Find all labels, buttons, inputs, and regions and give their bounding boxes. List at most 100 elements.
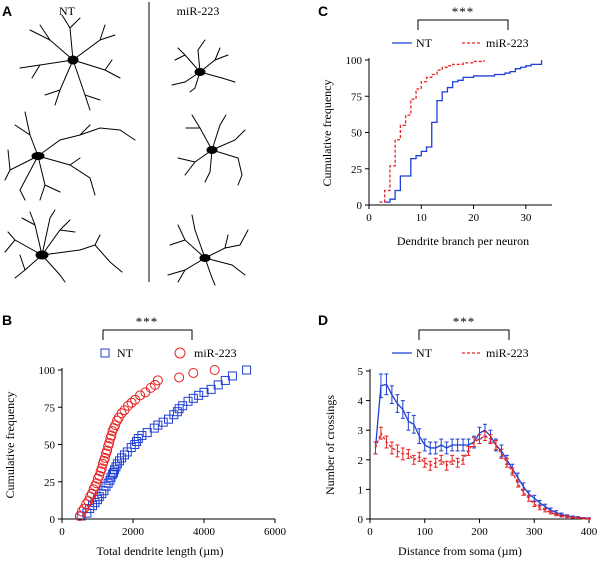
panel-d-xlabel: Distance from soma (µm) xyxy=(398,544,522,558)
panel-a-mir-header: miR-223 xyxy=(177,4,220,18)
panel-d-y-tick-label: 3 xyxy=(358,425,364,437)
panel-c-ylabel: Cumulative frequency xyxy=(320,80,334,187)
panel-c-y-tick-label: 75 xyxy=(351,91,363,103)
nt-neuron-1-icon xyxy=(19,14,121,111)
panel-b-mir-point xyxy=(104,438,115,449)
panel-d-ylabel: Number of crossings xyxy=(323,395,337,495)
panel-c-nt-line xyxy=(384,60,543,203)
panel-b-mir-point xyxy=(76,506,87,517)
panel-d-significance-bracket xyxy=(418,329,510,340)
panel-b-letter: B xyxy=(2,312,12,328)
panel-b-mir-point xyxy=(135,390,146,401)
panel-c-y-tick-label: 0 xyxy=(357,200,363,212)
panel-b-legend-nt: NT xyxy=(117,346,134,360)
panel-b-mir-point xyxy=(174,372,185,383)
panel-b-nt-point xyxy=(227,371,237,381)
panel-c-xlabel: Dendrite branch per neuron xyxy=(397,234,529,248)
panel-b-mir-point xyxy=(116,408,127,419)
panel-b-ylabel: Cumulative frequency xyxy=(3,392,17,499)
mir-neuron-1-icon xyxy=(171,39,236,93)
panel-b-mir-point xyxy=(209,365,220,375)
panel-b-mir-point xyxy=(123,400,134,411)
panel-b-y-tick-label: 0 xyxy=(50,514,56,526)
panel-c-y-tick-label: 50 xyxy=(351,128,363,140)
panel-b-x-tick-label: 0 xyxy=(59,526,65,538)
panel-b-mir-point xyxy=(96,463,107,474)
panel-c-plot: 0 10 20 30 0 25 50 75 100 xyxy=(346,55,552,224)
panel-b-y-tick-label: 25 xyxy=(44,477,56,489)
panel-c-y-tick-label: 100 xyxy=(346,55,363,67)
panel-d-mir-line xyxy=(374,431,590,520)
panel-d-y-tick-label: 4 xyxy=(358,396,364,408)
panel-a-letter: A xyxy=(2,3,12,19)
panel-d-plot: 0 100 200 300 400 0 1 2 3 4 5 xyxy=(358,366,598,538)
panel-b-nt-point xyxy=(153,420,163,430)
panel-b-mir-point xyxy=(94,470,105,481)
panel-b-nt-point xyxy=(137,431,147,441)
panel-c-x-tick-label: 10 xyxy=(416,212,428,224)
panel-b-mir-point xyxy=(126,397,137,408)
panel-b-nt-point xyxy=(117,453,127,463)
panel-b-nt-point xyxy=(194,390,204,400)
panel-a: A NT miR-223 xyxy=(2,2,249,286)
panel-b-nt-point xyxy=(242,365,252,375)
panel-b-nt-point xyxy=(132,437,142,447)
panel-b-significance-bracket xyxy=(102,329,193,340)
panel-d-x-tick-label: 400 xyxy=(581,526,598,538)
panel-c-x-tick-label: 20 xyxy=(468,212,480,224)
panel-d-x-tick-label: 0 xyxy=(367,526,373,538)
panel-b-mir-point xyxy=(102,445,113,456)
panel-c-legend-nt: NT xyxy=(416,36,433,50)
panel-b-plot: 0 2000 4000 6000 0 25 50 75 100 xyxy=(39,365,287,538)
panel-b-mir-point xyxy=(112,415,123,426)
panel-b-x-tick-label: 6000 xyxy=(264,526,287,538)
panel-c-letter: C xyxy=(318,3,328,19)
panel-b-nt-point xyxy=(183,396,193,406)
panel-a-nt-header: NT xyxy=(59,4,76,18)
panel-d-y-tick-label: 5 xyxy=(358,366,364,378)
panel-b-nt-point xyxy=(108,468,118,478)
panel-c: C *** NT miR-223 Dendrite branch per neu… xyxy=(318,3,552,248)
panel-d-x-tick-label: 300 xyxy=(526,526,543,538)
panel-b-y-tick-label: 50 xyxy=(44,440,56,452)
panel-b-mir-point xyxy=(79,503,90,514)
panel-c-x-tick-label: 30 xyxy=(520,212,532,224)
mir-neuron-3-icon xyxy=(167,214,249,286)
panel-d-x-tick-label: 100 xyxy=(417,526,434,538)
panel-b-mir-point xyxy=(91,478,102,489)
panel-b-nt-point xyxy=(172,407,182,417)
panel-d-y-tick-label: 1 xyxy=(358,484,364,496)
panel-b-nt-point xyxy=(103,478,113,488)
panel-d-legend-mir: miR-223 xyxy=(486,346,529,360)
nt-neuron-3-icon xyxy=(4,209,123,283)
panel-b-mir-point xyxy=(106,430,117,441)
panel-d-letter: D xyxy=(318,312,328,328)
panel-b-y-tick-label: 75 xyxy=(44,402,56,414)
panel-b-significance: *** xyxy=(136,314,159,329)
panel-b-mir-point xyxy=(188,367,199,378)
panel-d-y-tick-label: 2 xyxy=(358,455,364,467)
panel-d-y-tick-label: 0 xyxy=(358,514,364,526)
panel-b-legend-mir-marker xyxy=(174,347,186,359)
panel-b-x-tick-label: 4000 xyxy=(193,526,216,538)
panel-b-nt-point xyxy=(115,456,125,466)
panel-d-legend-nt: NT xyxy=(416,346,433,360)
panel-b-nt-point xyxy=(188,393,198,403)
panel-b-x-tick-label: 2000 xyxy=(122,526,145,538)
panel-b-nt-point xyxy=(110,465,120,475)
panel-b-nt-point xyxy=(158,417,168,427)
panel-c-legend-mir: miR-223 xyxy=(486,36,529,50)
panel-d-nt-line xyxy=(374,383,590,520)
panel-c-significance-bracket xyxy=(417,19,509,30)
panel-d: D *** NT miR-223 Distance from soma (µm)… xyxy=(318,312,598,558)
panel-b-legend-mir: miR-223 xyxy=(194,346,237,360)
panel-b-mir-point xyxy=(99,452,110,463)
nt-neuron-2-icon xyxy=(4,111,136,201)
panel-c-mir-line xyxy=(379,60,485,203)
panel-d-significance: *** xyxy=(453,314,476,329)
panel-d-x-tick-label: 200 xyxy=(471,526,488,538)
panel-c-x-tick-label: 0 xyxy=(366,212,372,224)
panel-b-y-tick-label: 100 xyxy=(39,365,56,377)
panel-b-nt-point xyxy=(119,450,129,460)
